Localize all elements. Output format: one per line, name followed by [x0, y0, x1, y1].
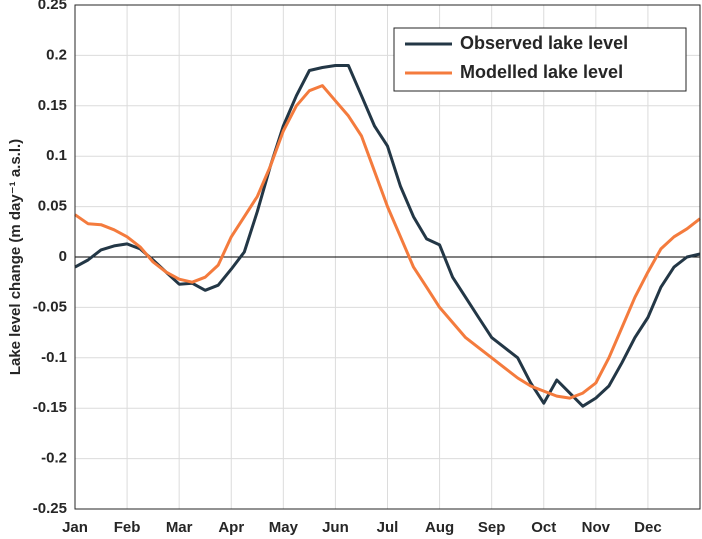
- x-tick-label: May: [269, 519, 299, 536]
- x-tick-label: Oct: [531, 519, 556, 536]
- y-tick-label: 0.05: [38, 198, 67, 215]
- y-tick-label: -0.1: [41, 349, 67, 366]
- y-tick-label: -0.05: [33, 298, 67, 315]
- x-tick-label: Dec: [634, 519, 662, 536]
- legend-label: Observed lake level: [460, 33, 628, 53]
- x-tick-label: Apr: [218, 519, 244, 536]
- plot-border: [74, 4, 701, 510]
- x-tick-label: Feb: [114, 519, 141, 536]
- x-tick-label: Sep: [478, 519, 506, 536]
- legend-box: [393, 27, 687, 92]
- x-tick-label: Jul: [377, 519, 399, 536]
- y-tick-label: 0.2: [46, 46, 67, 63]
- y-tick-label: 0.15: [38, 97, 67, 114]
- y-tick-label: -0.2: [41, 450, 67, 467]
- x-tick-label: Jun: [322, 519, 349, 536]
- x-tick-label: Nov: [582, 519, 611, 536]
- data-line: [74, 64, 701, 408]
- y-tick-label: -0.25: [33, 500, 67, 517]
- y-tick-label: 0: [59, 248, 67, 265]
- y-axis-label: Lake level change (m day⁻¹ a.s.l.): [7, 139, 24, 375]
- data-line: [74, 84, 701, 400]
- x-tick-label: Mar: [166, 519, 193, 536]
- legend-label: Modelled lake level: [460, 62, 623, 82]
- x-tick-label: Jan: [62, 519, 88, 536]
- y-tick-label: -0.15: [33, 399, 67, 416]
- y-tick-label: 0.1: [46, 147, 67, 164]
- x-tick-label: Aug: [425, 519, 454, 536]
- y-tick-label: 0.25: [38, 0, 67, 13]
